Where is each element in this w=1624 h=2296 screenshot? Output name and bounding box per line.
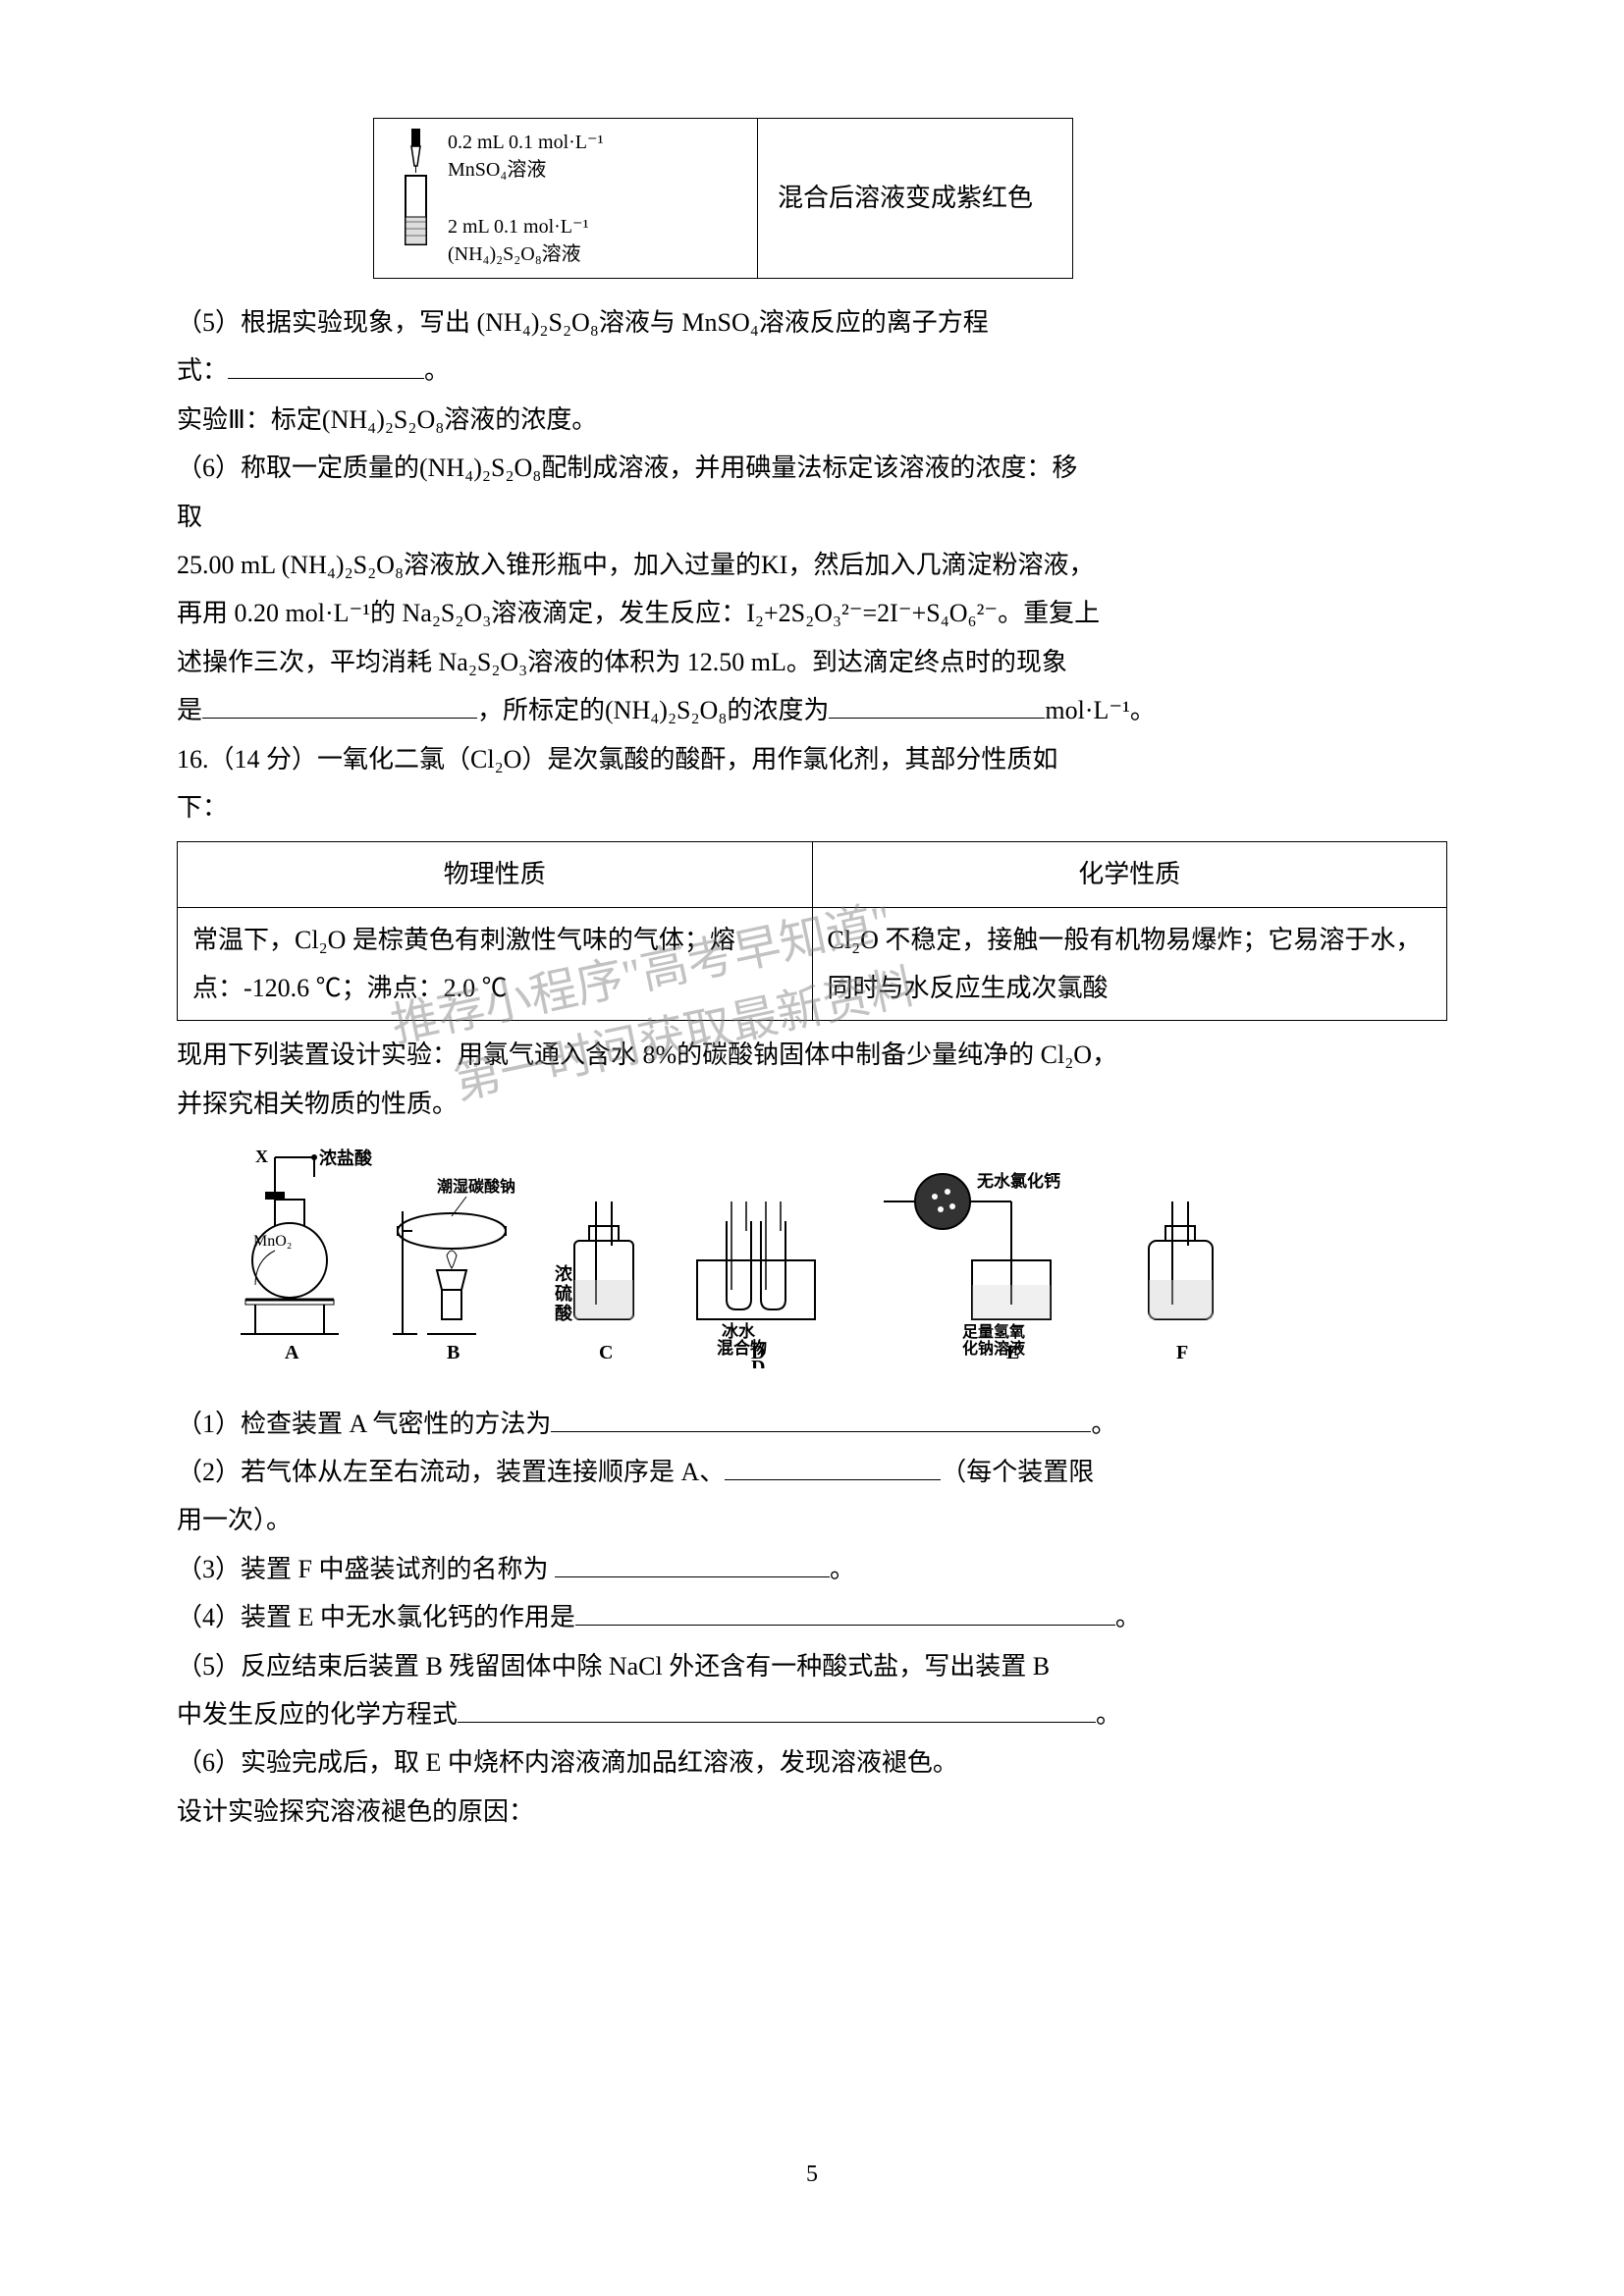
reagent2-label: 2 mL 0.1 mol·L⁻¹ (NH₄)₂S₂O₈溶液 — [448, 213, 604, 268]
subq1-prefix: （1）检查装置 A 气密性的方法为 — [177, 1410, 551, 1438]
svg-text:足量氢氧: 足量氢氧 — [962, 1322, 1025, 1341]
observation-cell: 混合后溶液变成紫红色 — [758, 119, 1073, 279]
subq2-line1: （2）若气体从左至右流动，装置连接顺序是 A、 （每个装置限 — [177, 1448, 1447, 1496]
subq4: （4）装置 E 中无水氯化钙的作用是 。 — [177, 1593, 1447, 1641]
subq3: （3）装置 F 中盛装试剂的名称为 。 — [177, 1545, 1447, 1593]
q6-l6-unit: mol·L⁻¹。 — [1045, 696, 1156, 724]
properties-table: 物理性质 化学性质 常温下，Cl₂O 是棕黄色有刺激性气味的气体；熔点：-120… — [177, 841, 1447, 1021]
q6-line5: 述操作三次，平均消耗 Na₂S₂O₃溶液的体积为 12.50 mL。到达滴定终点… — [177, 638, 1447, 686]
subq2-line2: 用一次）。 — [177, 1496, 1447, 1544]
subq4-blank — [575, 1625, 1115, 1626]
subq2-suffix: （每个装置限 — [941, 1458, 1094, 1486]
svg-text:C: C — [599, 1342, 613, 1363]
subq5-prefix: 中发生反应的化学方程式 — [177, 1700, 458, 1729]
q6-line1: （6）称取一定质量的(NH₄)₂S₂O₈配制成溶液，并用碘量法标定该溶液的浓度：… — [177, 444, 1447, 492]
subq2-prefix: （2）若气体从左至右流动，装置连接顺序是 A、 — [177, 1458, 725, 1486]
subq1: （1）检查装置 A 气密性的方法为 。 — [177, 1400, 1447, 1448]
svg-text:D: D — [751, 1342, 765, 1363]
subq6-line2: 设计实验探究溶液褪色的原因： — [177, 1788, 1447, 1836]
reagent1-conc: 0.2 mL 0.1 mol·L⁻¹ — [448, 132, 604, 153]
svg-text:F: F — [1176, 1342, 1188, 1363]
q6-blank1 — [202, 718, 477, 719]
q6-l6-prefix: 是 — [177, 696, 202, 724]
apparatus-A: X 浓盐酸 MnO₂ A — [241, 1147, 373, 1363]
q5-line2: 式： 。 — [177, 347, 1447, 395]
subq2-blank — [725, 1479, 941, 1480]
subq6-line1: （6）实验完成后，取 E 中烧杯内溶液滴加品红溶液，发现溶液褪色。 — [177, 1738, 1447, 1787]
q5-blank — [228, 378, 424, 379]
phys-content: 常温下，Cl₂O 是棕黄色有刺激性气味的气体；熔点：-120.6 ℃；沸点：2.… — [178, 907, 813, 1021]
apparatus-E: 无水氯化钙 足量氢氧 化钠溶液 E — [884, 1171, 1060, 1358]
subq1-suffix: 。 — [1091, 1410, 1116, 1438]
svg-text:无水氯化钙: 无水氯化钙 — [976, 1171, 1060, 1191]
subq1-blank — [551, 1431, 1091, 1432]
svg-text:A: A — [285, 1342, 299, 1363]
observation-text: 混合后溶液变成紫红色 — [778, 184, 1033, 212]
apparatus-B: 潮湿碳酸钠 B — [393, 1177, 515, 1363]
reagent2-name: (NH₄)₂S₂O₈溶液 — [448, 243, 581, 265]
subq4-suffix: 。 — [1115, 1603, 1141, 1631]
q5-line1: （5）根据实验现象，写出 (NH₄)₂S₂O₈溶液与 MnSO₄溶液反应的离子方… — [177, 298, 1447, 347]
q5-prefix2: 式： — [177, 356, 228, 385]
svg-text:冰水: 冰水 — [722, 1321, 756, 1341]
reagent2-conc: 2 mL 0.1 mol·L⁻¹ — [448, 216, 589, 238]
q6-line3: 25.00 mL (NH₄)₂S₂O₈溶液放入锥形瓶中，加入过量的KI，然后加入… — [177, 541, 1447, 589]
q16-desc2: 并探究相关物质的性质。 — [177, 1080, 1447, 1128]
phys-header: 物理性质 — [178, 842, 813, 907]
svg-text:MnO₂: MnO₂ — [253, 1233, 292, 1250]
svg-text:潮湿碳酸钠: 潮湿碳酸钠 — [437, 1177, 515, 1196]
subq3-blank — [555, 1576, 830, 1577]
subq5-line2: 中发生反应的化学方程式 。 — [177, 1690, 1447, 1738]
q6-line2: 取 — [177, 493, 1447, 541]
page-content: 0.2 mL 0.1 mol·L⁻¹ MnSO₄溶液 2 mL 0.1 mol·… — [0, 0, 1624, 1934]
reagent-diagram-cell: 0.2 mL 0.1 mol·L⁻¹ MnSO₄溶液 2 mL 0.1 mol·… — [374, 119, 758, 279]
subq5-blank — [458, 1722, 1096, 1723]
experiment-diagram-table: 0.2 mL 0.1 mol·L⁻¹ MnSO₄溶液 2 mL 0.1 mol·… — [373, 118, 1073, 279]
chem-header: 化学性质 — [812, 842, 1447, 907]
svg-text:酸: 酸 — [555, 1303, 573, 1323]
q16-intro1: 16.（14 分）一氧化二氯（Cl₂O）是次氯酸的酸酐，用作氯化剂，其部分性质如 — [177, 735, 1447, 783]
svg-text:B: B — [447, 1342, 460, 1363]
subq4-prefix: （4）装置 E 中无水氯化钙的作用是 — [177, 1603, 575, 1631]
q16-desc1: 现用下列装置设计实验：用氯气通入含水 8%的碳酸钠固体中制备少量纯净的 Cl₂O… — [177, 1031, 1447, 1079]
subq3-prefix: （3）装置 F 中盛装试剂的名称为 — [177, 1555, 555, 1583]
chem-content: Cl₂O 不稳定，接触一般有机物易爆炸；它易溶于水，同时与水反应生成次氯酸 — [812, 907, 1447, 1021]
q6-blank2 — [829, 718, 1045, 719]
subq3-suffix: 。 — [830, 1555, 855, 1583]
svg-text:E: E — [1006, 1342, 1019, 1363]
q6-line6: 是 ，所标定的(NH₄)₂S₂O₈的浓度为 mol·L⁻¹。 — [177, 686, 1447, 734]
svg-text:浓: 浓 — [555, 1264, 573, 1284]
page-number: 5 — [806, 2162, 818, 2188]
exp3-title: 实验Ⅲ：标定(NH₄)₂S₂O₈溶液的浓度。 — [177, 396, 1447, 444]
q6-line4: 再用 0.20 mol·L⁻¹的 Na₂S₂O₃溶液滴定，发生反应：I₂+2S₂… — [177, 589, 1447, 637]
reagent1-label: 0.2 mL 0.1 mol·L⁻¹ MnSO₄溶液 — [448, 129, 604, 184]
subq5-line1: （5）反应结束后装置 B 残留固体中除 NaCl 外还含有一种酸式盐，写出装置 … — [177, 1642, 1447, 1690]
apparatus-diagram: X 浓盐酸 MnO₂ A 潮湿碳酸钠 — [226, 1143, 1306, 1384]
subq5-suffix: 。 — [1096, 1700, 1121, 1729]
reagent1-name: MnSO₄溶液 — [448, 159, 546, 181]
svg-text:X: X — [255, 1147, 268, 1166]
apparatus-F: F — [1149, 1201, 1213, 1363]
q16-intro2: 下： — [177, 783, 1447, 831]
svg-text:硫: 硫 — [555, 1283, 572, 1304]
q5-suffix: 。 — [424, 356, 450, 385]
svg-text:浓盐酸: 浓盐酸 — [319, 1148, 373, 1168]
q6-l6-mid: ，所标定的(NH₄)₂S₂O₈的浓度为 — [477, 696, 829, 724]
apparatus-C: 浓 硫 酸 C — [555, 1201, 633, 1363]
dropper-icon — [394, 129, 438, 256]
